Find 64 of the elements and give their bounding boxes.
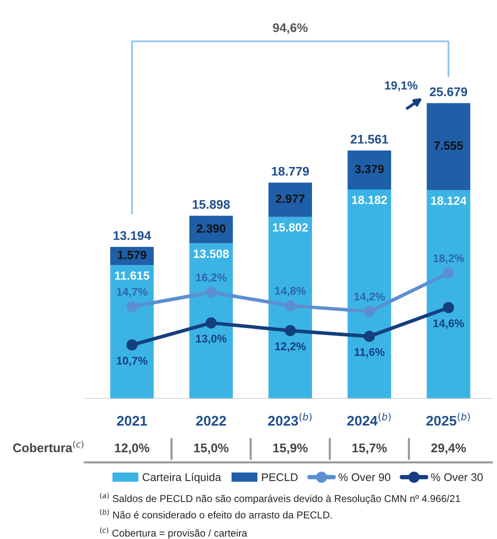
data-label: 14,7% [116,288,148,298]
data-label: 1.579 [118,250,146,260]
data-label: 2.390 [196,224,226,233]
bar [268,216,312,399]
data-label: 14,6% [433,319,464,329]
data-label: 11,6% [354,348,385,358]
data-label: 7.555 [434,142,463,150]
data-label: 18.182 [352,196,387,204]
point [126,301,138,312]
data-label: 13,0% [196,334,227,344]
point [284,300,296,312]
bar [426,190,470,399]
point [364,330,375,342]
legend-label: Carteira Líquida [142,472,222,484]
data-label: 2.977 [276,194,304,203]
point [442,302,454,314]
legend-label: PECLD [262,473,298,482]
total-label: 15.898 [192,200,230,209]
data-label: 14,8% [275,286,306,296]
total-label: 21.561 [350,134,388,144]
bar [348,150,392,190]
bar [110,265,154,399]
bar [268,182,312,217]
x-tick-label: 2022 [196,416,226,426]
bar [189,216,233,244]
data-label: 10,7% [116,356,148,366]
text: 12,0% [115,443,150,454]
text: 15,9% [273,443,308,454]
point [206,317,217,328]
x-tick-label: 2021 [117,416,148,426]
text: $^{(a)}$ Saldos de PECLD não são comparáveis devido à Resolução CMN nº 4.966/21 [100,492,460,504]
point [284,325,296,336]
data-label: 11.615 [114,271,150,280]
text: $^{(c)}$ Cobertura = provisão / carteira [100,527,248,539]
data-label: 3.379 [354,164,384,174]
text: 15,0% [194,443,228,454]
total-label: 25.679 [430,87,468,96]
data-label: 15.802 [272,223,308,232]
text: 29,4% [431,443,466,454]
point [126,339,138,351]
data-label: 13.508 [194,250,229,258]
point [364,306,375,317]
x-tick-label: 2024$^{(b)}$ [347,412,391,426]
point [206,286,217,298]
data-label: 12,2% [275,342,306,352]
data-label: 16,2% [196,273,227,283]
total-label: 18.779 [272,166,309,176]
text: 94,6% [272,23,308,34]
legend-label: % Over 90 [338,473,390,482]
data-label: 14,2% [354,292,385,302]
legend-label: % Over 30 [431,473,483,482]
text: 19,1% [385,81,418,92]
bar [189,243,233,399]
data-label: 18,2% [433,254,464,264]
data-label: 18.124 [431,196,466,205]
bar [348,189,392,399]
text: Cobertura$^{(c)}$ [13,440,84,452]
x-tick-label: 2025$^{(b)}$ [426,412,470,426]
x-tick-label: 2023$^{(b)}$ [268,412,312,426]
point [442,268,454,279]
text: $^{(b)}$ Não é considerado o efeito do arrasto da PECLD. [100,509,332,518]
bar [426,103,470,190]
total-label: 13.194 [114,231,152,240]
text: 15,7% [352,444,387,454]
